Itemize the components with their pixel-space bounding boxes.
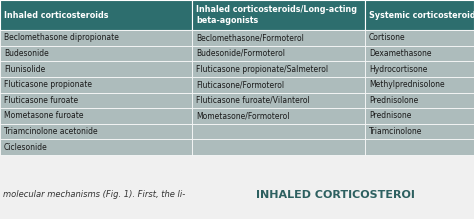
Text: Prednisone: Prednisone (369, 111, 411, 120)
Text: INHALED CORTICOSTEROI: INHALED CORTICOSTEROI (256, 190, 415, 200)
Bar (365, 61, 474, 77)
Text: Mometasone furoate: Mometasone furoate (4, 111, 83, 120)
Text: Mometasone/Formoterol: Mometasone/Formoterol (196, 111, 290, 120)
Bar (365, 77, 474, 92)
Text: Dexamethasone: Dexamethasone (369, 49, 431, 58)
Bar (192, 124, 365, 139)
Bar (0, 77, 192, 92)
Bar (0, 0, 192, 30)
Text: Flunisolide: Flunisolide (4, 65, 45, 74)
Text: Fluticasone propionate/Salmeterol: Fluticasone propionate/Salmeterol (196, 65, 328, 74)
Bar (192, 92, 365, 108)
Text: molecular mechanisms (Fig. 1). First, the li-: molecular mechanisms (Fig. 1). First, th… (3, 190, 185, 199)
Text: Methylprednisolone: Methylprednisolone (369, 80, 445, 89)
Bar (0, 46, 192, 61)
Text: Fluticasone propionate: Fluticasone propionate (4, 80, 92, 89)
Bar (192, 108, 365, 124)
Text: Systemic corticosteroids: Systemic corticosteroids (369, 11, 474, 19)
Bar (365, 30, 474, 46)
Bar (0, 155, 474, 219)
Text: Beclomethasone dipropionate: Beclomethasone dipropionate (4, 33, 119, 42)
Text: Hydrocortisone: Hydrocortisone (369, 65, 428, 74)
Bar (0, 92, 192, 108)
Text: Budesonide: Budesonide (4, 49, 49, 58)
Bar (192, 77, 365, 92)
Text: Fluticasone furoate: Fluticasone furoate (4, 96, 78, 105)
Text: Fluticasone furoate/Vilanterol: Fluticasone furoate/Vilanterol (196, 96, 310, 105)
Bar (0, 61, 192, 77)
Bar (0, 139, 192, 155)
Bar (192, 30, 365, 46)
Text: Budesonide/Formoterol: Budesonide/Formoterol (196, 49, 285, 58)
Text: Cortisone: Cortisone (369, 33, 406, 42)
Bar (365, 124, 474, 139)
Bar (365, 108, 474, 124)
Text: Inhaled corticosteroids: Inhaled corticosteroids (4, 11, 109, 19)
Bar (192, 139, 365, 155)
Bar (0, 30, 192, 46)
Bar (192, 0, 365, 30)
Text: Beclomethasone/Formoterol: Beclomethasone/Formoterol (196, 33, 304, 42)
Bar (192, 61, 365, 77)
Text: Inhaled corticosteroids/Long-acting
beta-agonists: Inhaled corticosteroids/Long-acting beta… (196, 5, 357, 25)
Bar (365, 0, 474, 30)
Bar (365, 139, 474, 155)
Bar (0, 124, 192, 139)
Bar (192, 46, 365, 61)
Text: Prednisolone: Prednisolone (369, 96, 418, 105)
Text: Triamcinolone: Triamcinolone (369, 127, 422, 136)
Text: Fluticasone/Formoterol: Fluticasone/Formoterol (196, 80, 284, 89)
Bar (0, 108, 192, 124)
Text: Triamcinolone acetonide: Triamcinolone acetonide (4, 127, 98, 136)
Text: Ciclesonide: Ciclesonide (4, 143, 48, 152)
Bar (365, 92, 474, 108)
Bar (365, 46, 474, 61)
